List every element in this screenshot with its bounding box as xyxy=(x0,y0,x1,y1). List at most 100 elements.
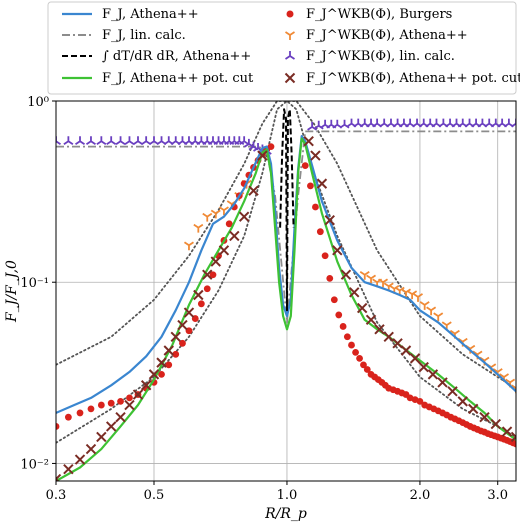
series-7-point-27 xyxy=(324,214,335,226)
series-4-point-22 xyxy=(225,220,233,228)
series-7-point-14 xyxy=(177,319,188,331)
series-7-point-33 xyxy=(374,324,385,335)
series-4-point-39 xyxy=(335,311,343,319)
series-5-point-8 xyxy=(359,270,370,280)
series-5-point-1 xyxy=(193,223,204,233)
series-4-point-44 xyxy=(356,354,363,362)
series-4-point-46 xyxy=(363,366,371,373)
series-7-point-6 xyxy=(115,411,126,423)
series-4-point-45 xyxy=(360,361,367,369)
series-7-point-2 xyxy=(74,454,86,465)
series-7-point-38 xyxy=(418,361,429,373)
legend-label-athena: F_J, Athena++ xyxy=(102,7,199,22)
series-5-point-4 xyxy=(218,206,229,216)
series-7-point-0 xyxy=(56,473,62,481)
series-4-point-0 xyxy=(56,423,60,430)
series-7-point-12 xyxy=(163,345,174,356)
series-4-point-41 xyxy=(343,333,351,341)
series-4-point-3 xyxy=(87,405,95,413)
series-line-2 xyxy=(279,108,295,312)
series-7-point-5 xyxy=(105,421,117,432)
series-5-point-9 xyxy=(366,274,377,284)
series-4-point-40 xyxy=(339,323,347,330)
series-6-point-62 xyxy=(511,118,516,128)
series-7-point-15 xyxy=(183,307,195,318)
series-7-point-13 xyxy=(170,331,181,342)
series-7-point-4 xyxy=(96,431,107,443)
legend-label-integral: ∫ dT/dR dR, Athena++ xyxy=(102,49,251,64)
y-axis: 10⁻² 10⁻¹ 10⁰ xyxy=(20,95,56,472)
series-6-point-5 xyxy=(106,136,117,145)
series-4-point-14 xyxy=(179,339,186,347)
series-4-point-35 xyxy=(316,228,324,236)
series-4-point-13 xyxy=(172,350,180,358)
plot-series xyxy=(56,101,516,481)
series-7-point-22 xyxy=(248,185,259,196)
plot-frame xyxy=(55,100,517,482)
series-5-point-31 xyxy=(511,384,516,394)
series-line-3 xyxy=(56,137,516,481)
series-5-point-0 xyxy=(183,241,194,251)
series-5-point-17 xyxy=(413,293,424,302)
series-7-point-17 xyxy=(202,269,213,280)
legend-left: F_J, Athena++ F_J, lin. calc. ∫ dT/dR dR… xyxy=(62,7,254,86)
series-5-point-2 xyxy=(202,212,213,222)
series-7-point-41 xyxy=(447,386,458,397)
series-6-point-0 xyxy=(56,136,61,145)
legend-right: F_J^WKB(Φ), Burgers F_J^WKB(Φ), Athena++… xyxy=(284,7,520,86)
series-7-point-43 xyxy=(467,403,479,415)
series-0 xyxy=(56,135,516,414)
series-7-point-10 xyxy=(148,369,160,380)
series-7-point-24 xyxy=(303,135,314,147)
series-6-point-4 xyxy=(96,136,107,145)
series-7-point-1 xyxy=(63,463,74,475)
series-7-point-21 xyxy=(238,211,250,222)
series-7-point-28 xyxy=(332,245,343,256)
series-7-point-44 xyxy=(479,411,490,423)
series-7-point-39 xyxy=(427,369,439,380)
series-7-point-29 xyxy=(340,269,352,280)
series-4-point-42 xyxy=(348,341,355,349)
series-6-point-2 xyxy=(75,136,86,145)
legend: F_J, Athena++ F_J, lin. calc. ∫ dT/dR dR… xyxy=(47,1,520,95)
series-4-point-1 xyxy=(64,413,72,421)
series-3 xyxy=(56,137,516,481)
series-4-point-7 xyxy=(126,394,133,402)
series-4-point-5 xyxy=(107,399,115,407)
series-6-point-9 xyxy=(141,136,152,145)
series-7-point-11 xyxy=(156,357,167,368)
series-4-point-37 xyxy=(326,274,334,282)
series-4-point-4 xyxy=(97,401,105,409)
series-4-point-31 xyxy=(267,143,275,151)
series-5-point-11 xyxy=(378,278,389,288)
series-5-point-16 xyxy=(407,290,418,300)
x-tick-label-1: 0.5 xyxy=(144,488,165,503)
series-line-8 xyxy=(56,101,516,390)
series-7-point-45 xyxy=(490,418,501,430)
x-tick-label-2: 1.0 xyxy=(277,488,298,503)
series-5-point-3 xyxy=(210,209,221,219)
series-line-0 xyxy=(56,135,516,414)
series-6-point-8 xyxy=(132,136,143,145)
series-4-point-38 xyxy=(330,296,338,304)
series-7-point-32 xyxy=(365,314,377,326)
series-5-point-19 xyxy=(426,306,437,316)
series-6-point-25 xyxy=(239,136,250,145)
x-tick-label-3: 2.0 xyxy=(410,488,431,503)
x-tick-label-4: 3.0 xyxy=(487,488,508,503)
series-4-point-12 xyxy=(165,361,173,369)
y-axis-label: F_J/F_J,0 xyxy=(4,260,20,323)
x-axis: 0.3 0.5 1.0 2.0 3.0 xyxy=(46,481,508,503)
series-7-point-36 xyxy=(400,345,412,356)
series-6-point-3 xyxy=(85,136,96,145)
series-4-point-6 xyxy=(117,397,124,405)
series-7-point-3 xyxy=(85,443,97,455)
series-4-point-19 xyxy=(209,271,217,279)
legend-label-burgers: F_J^WKB(Φ), Burgers xyxy=(306,7,452,22)
series-4-point-18 xyxy=(203,285,211,293)
series-5-point-20 xyxy=(433,312,444,322)
x-axis-label: R/R_p xyxy=(264,506,307,522)
series-7-point-9 xyxy=(140,380,152,391)
series-4-point-43 xyxy=(352,348,359,356)
